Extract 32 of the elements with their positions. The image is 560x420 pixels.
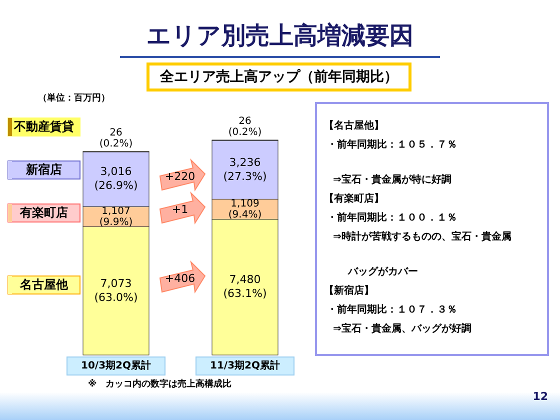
text: （単位：百万円） <box>38 92 110 104</box>
data-label: 1,107 (9.9%) <box>99 206 133 228</box>
text: ⇒時計が苦戦するものの、宝石・貴金属 <box>333 230 512 243</box>
data-label: 3,016 (26.9%) <box>94 165 138 192</box>
x-tick-label: 10/3期2Q累計 <box>81 360 151 372</box>
chart-subtitle: 全エリア売上高アップ（前年同期比） <box>159 68 398 85</box>
data-label: 3,236 (27.3%) <box>223 156 267 183</box>
chart-title: エリア別売上高増減要因 <box>146 22 414 50</box>
text: ・前年同期比：１００．１％ <box>327 212 457 224</box>
text: 【有楽町店】 <box>324 192 384 205</box>
annotation: +406 <box>164 272 196 286</box>
legend-label: 有楽町店 <box>19 205 68 220</box>
text: ※ カッコ内の数字は売上高構成比 <box>88 378 232 390</box>
text: 【名古屋他】 <box>324 120 384 132</box>
text: 【新宿店】 <box>324 284 374 297</box>
data-label: 7,480 (63.1%) <box>223 273 267 300</box>
data-label: 1,109 (9.4%) <box>228 198 262 220</box>
text: 12 <box>532 390 548 404</box>
data-label: 26 (0.2%) <box>99 128 133 150</box>
legend-label: 新宿店 <box>25 162 62 176</box>
data-label: 7,073 (63.0%) <box>94 276 138 304</box>
legend-label: 名古屋他 <box>19 277 69 292</box>
data-label: 26 (0.2%) <box>228 116 262 138</box>
text: ・前年同期比：１０５．７％ <box>327 138 457 151</box>
x-tick-label: 11/3期2Q累計 <box>210 360 280 372</box>
annotation: +1 <box>172 203 188 216</box>
text: バッグがカバー <box>347 266 418 278</box>
annotation: +220 <box>164 170 196 184</box>
legend-label: 不動産賃貸 <box>13 119 74 134</box>
text: ⇒宝石・貴金属が特に好調 <box>333 174 452 186</box>
text: ・前年同期比：１０７．３％ <box>327 304 457 316</box>
text: ⇒宝石・貴金属、バッグが好調 <box>333 322 472 335</box>
